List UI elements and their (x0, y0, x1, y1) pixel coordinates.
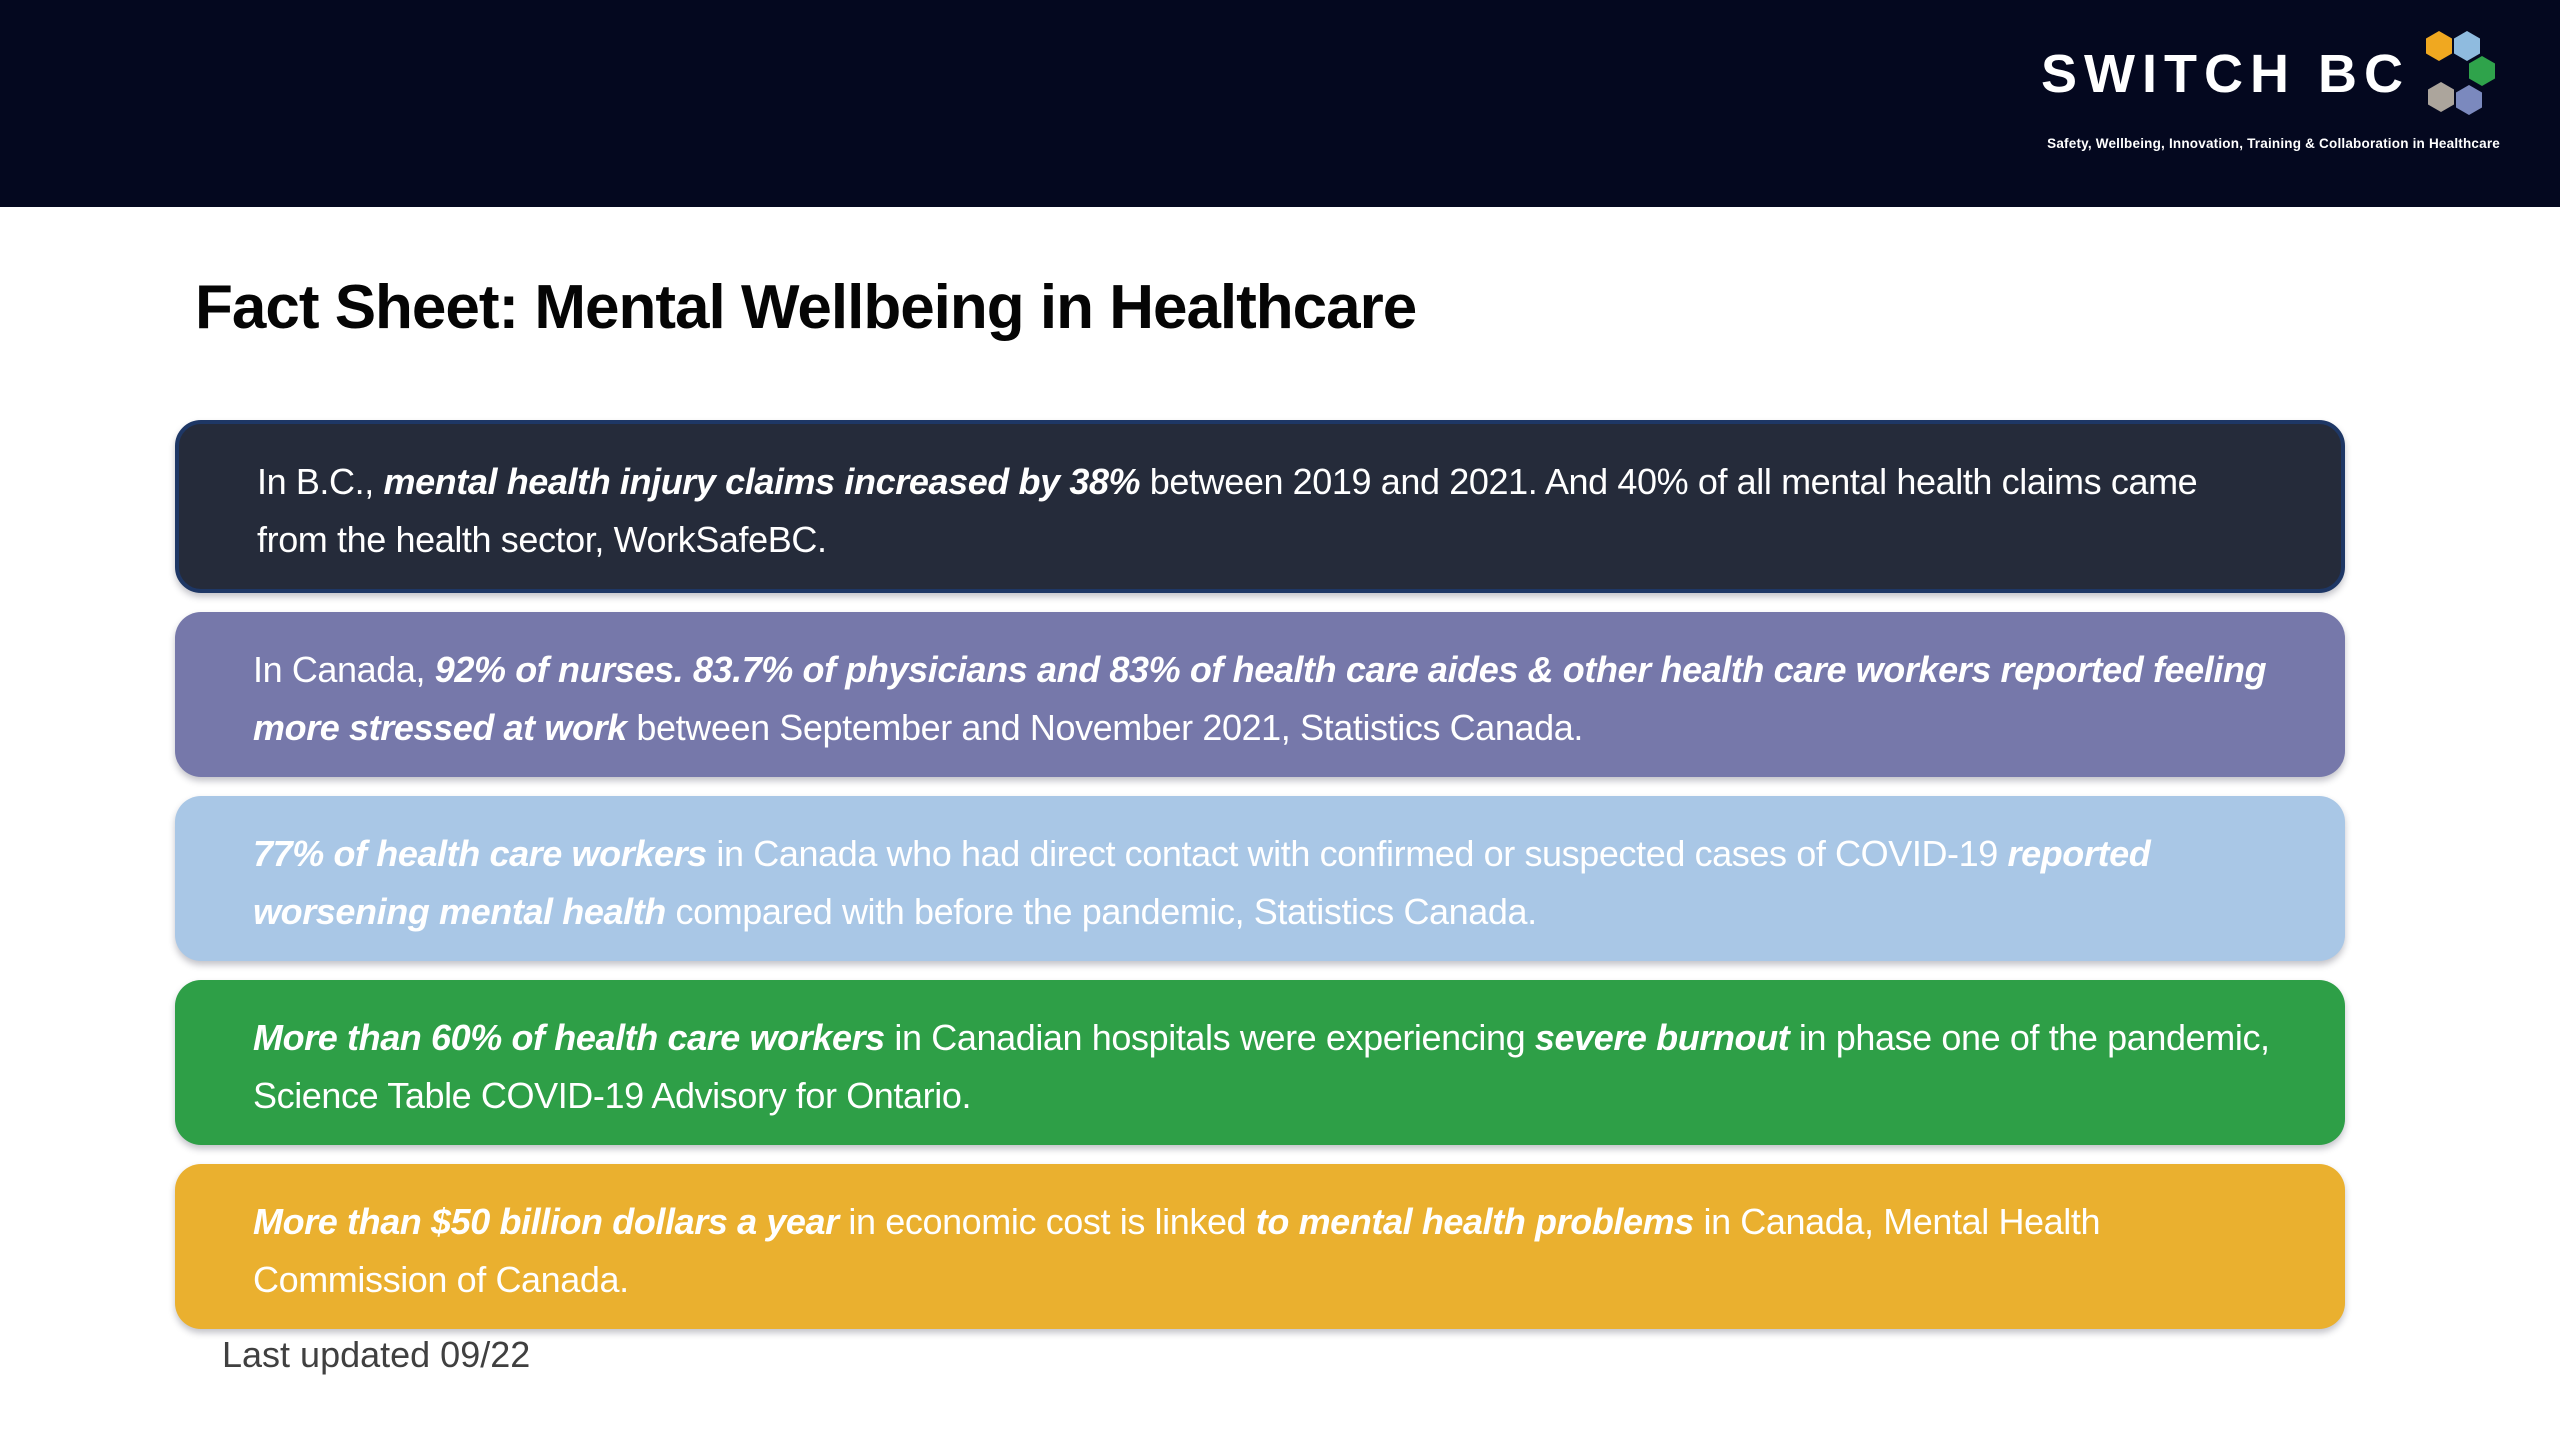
logo-row: SWITCH BC (2041, 28, 2500, 120)
header-bar: SWITCH BC Safety, Wellbeing, Innovation,… (0, 0, 2560, 207)
fact-text: 77% of health care workers in Canada who… (253, 833, 2151, 932)
logo-tagline: Safety, Wellbeing, Innovation, Training … (2047, 136, 2500, 151)
green-hexagon-icon (2469, 56, 2495, 86)
fact-list: In B.C., mental health injury claims inc… (175, 420, 2345, 1329)
fact-text: More than $50 billion dollars a year in … (253, 1201, 2101, 1300)
yellow-hexagon-icon (2426, 31, 2452, 61)
fact-text: More than 60% of health care workers in … (253, 1017, 2270, 1116)
hexagon-cluster-icon (2426, 31, 2495, 115)
light-blue-hexagon-icon (2454, 31, 2480, 61)
fact-text: In B.C., mental health injury claims inc… (257, 461, 2198, 560)
last-updated-note: Last updated 09/22 (222, 1334, 531, 1375)
fact-text: In Canada, 92% of nurses. 83.7% of physi… (253, 649, 2267, 748)
slate-blue-hexagon-icon (2456, 85, 2482, 115)
page-title: Fact Sheet: Mental Wellbeing in Healthca… (195, 273, 1417, 342)
fact-card-severe-burnout: More than 60% of health care workers in … (175, 980, 2345, 1145)
fact-card-covid-contact: 77% of health care workers in Canada who… (175, 796, 2345, 961)
logo-wordmark: SWITCH BC (2041, 44, 2410, 104)
fact-card-economic-cost: More than $50 billion dollars a year in … (175, 1164, 2345, 1329)
gray-hexagon-icon (2428, 82, 2454, 112)
fact-card-bc-injury-claims: In B.C., mental health injury claims inc… (175, 420, 2345, 593)
switchbc-logo: SWITCH BC Safety, Wellbeing, Innovation,… (2041, 28, 2500, 151)
fact-card-canada-stress: In Canada, 92% of nurses. 83.7% of physi… (175, 612, 2345, 777)
